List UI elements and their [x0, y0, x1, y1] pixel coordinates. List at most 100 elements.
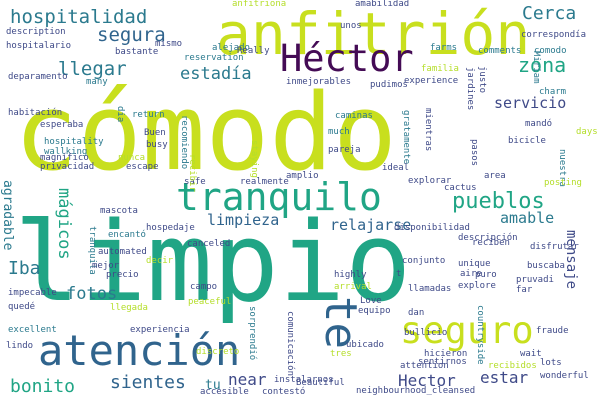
cloud-word: quedé [8, 302, 36, 312]
cloud-word: pueblos [452, 189, 545, 214]
cloud-word: Héctor [280, 37, 414, 80]
cloud-word: instalarnos [274, 375, 334, 385]
cloud-word: zona [518, 53, 567, 77]
cloud-word: cómodo [14, 71, 397, 194]
cloud-word: mascota [100, 206, 138, 216]
cloud-word: excellent [8, 325, 57, 335]
cloud-word: estar [480, 368, 529, 387]
cloud-word: inmejorables [286, 77, 352, 87]
cloud-word: explorar [408, 176, 452, 186]
cloud-word: near [228, 370, 267, 389]
cloud-word: staying [249, 140, 259, 178]
cloud-word: equipo [358, 306, 391, 316]
cloud-word: highly [334, 270, 367, 280]
cloud-word: recibir [187, 154, 197, 192]
cloud-word: peaceful [188, 297, 232, 307]
cloud-word: conjunto [402, 256, 446, 266]
cloud-word: arrival [334, 282, 372, 292]
cloud-word: bullicio [404, 328, 448, 338]
cloud-word: llegada [110, 303, 148, 313]
cloud-word: tranquilo [176, 175, 382, 219]
cloud-word: unos [340, 21, 362, 31]
cloud-word: hospitalidad [10, 6, 148, 28]
cloud-word: dan [408, 308, 425, 318]
cloud-word: atención [38, 326, 241, 375]
cloud-word: mismo [155, 39, 183, 49]
cloud-word: impecable [8, 288, 57, 298]
cloud-word: discreto [196, 347, 240, 357]
cloud-word: far [516, 285, 533, 295]
cloud-word: servicio [494, 94, 567, 112]
cloud-word: precio [106, 270, 139, 280]
cloud-word: seguro [400, 309, 534, 352]
cloud-word: busy [146, 140, 168, 150]
cloud-word: dia [115, 106, 125, 123]
cloud-word: Beautiful [296, 378, 345, 388]
cloud-word: canceled [187, 239, 231, 249]
cloud-word: segura [97, 24, 166, 46]
cloud-word: hospitality [44, 137, 104, 147]
cloud-word: amplio [286, 171, 319, 181]
cloud-word: amable [500, 209, 555, 227]
cloud-word: estadía [180, 64, 252, 84]
cloud-word: unique [458, 259, 491, 269]
cloud-word: Cerca [522, 3, 577, 24]
cloud-word: wallking [44, 147, 88, 157]
cloud-word: agradable [0, 180, 15, 251]
cloud-word: Hector [398, 371, 456, 390]
cloud-word: esperaba [40, 120, 84, 130]
cloud-word: puro [475, 270, 497, 280]
cloud-word: charm [539, 87, 567, 97]
cloud-word: jardines [465, 67, 475, 111]
cloud-word: area [484, 171, 506, 181]
cloud-word: ubicado [346, 340, 384, 350]
cloud-word: bastante [115, 47, 159, 57]
cloud-word: mandó [525, 119, 553, 129]
cloud-word: hospitalario [6, 41, 72, 51]
cloud-word: disfrutar [530, 242, 579, 252]
cloud-word: reservation [184, 53, 244, 63]
cloud-word: experience [404, 76, 459, 86]
cloud-word: explore [458, 281, 496, 291]
cloud-word: mensaje [563, 230, 579, 290]
cloud-word: fotos [66, 284, 118, 304]
cloud-word: attention [400, 361, 449, 371]
cloud-word: return [132, 110, 165, 120]
cloud-word: alejado [212, 43, 250, 53]
cloud-word: encantó [108, 230, 146, 240]
cloud-word: realmente [240, 177, 289, 187]
cloud-word: llamadas [408, 284, 452, 294]
cloud-word: disponibilidad [394, 223, 470, 233]
cloud-word: posting [544, 178, 582, 188]
cloud-word: limpio [14, 198, 412, 326]
cloud-word: bonito [10, 376, 76, 397]
cloud-word: relajarse [330, 216, 412, 234]
cloud-word: ideal [382, 163, 410, 173]
cloud-word: nunca [118, 153, 146, 163]
cloud-word: much [328, 127, 350, 137]
cloud-word: t [396, 269, 402, 279]
cloud-word: descripción [458, 233, 518, 243]
cloud-word: habitación [8, 108, 63, 118]
cloud-word: cactus [444, 183, 477, 193]
cloud-word: escape [126, 162, 159, 172]
cloud-word: campo [190, 282, 218, 292]
cloud-word: safe [184, 177, 206, 187]
cloud-word: countryside [475, 305, 485, 365]
cloud-word: automated [98, 247, 147, 257]
cloud-word: llegar [58, 58, 127, 80]
cloud-word: sientes [110, 372, 186, 393]
cloud-word: wait [520, 349, 542, 359]
cloud-word: comodo [534, 46, 567, 56]
cloud-word: farms [430, 43, 458, 53]
cloud-word: fraude [536, 326, 569, 336]
cloud-word: description [6, 27, 66, 37]
cloud-word: gratamente [401, 110, 411, 165]
cloud-word: mágicos [54, 188, 74, 260]
cloud-word: lots [540, 358, 562, 368]
cloud-word: privacidad [40, 162, 95, 172]
cloud-word: Iba [8, 258, 41, 279]
cloud-word: justo [477, 66, 487, 94]
cloud-word: bicicle [508, 136, 546, 146]
